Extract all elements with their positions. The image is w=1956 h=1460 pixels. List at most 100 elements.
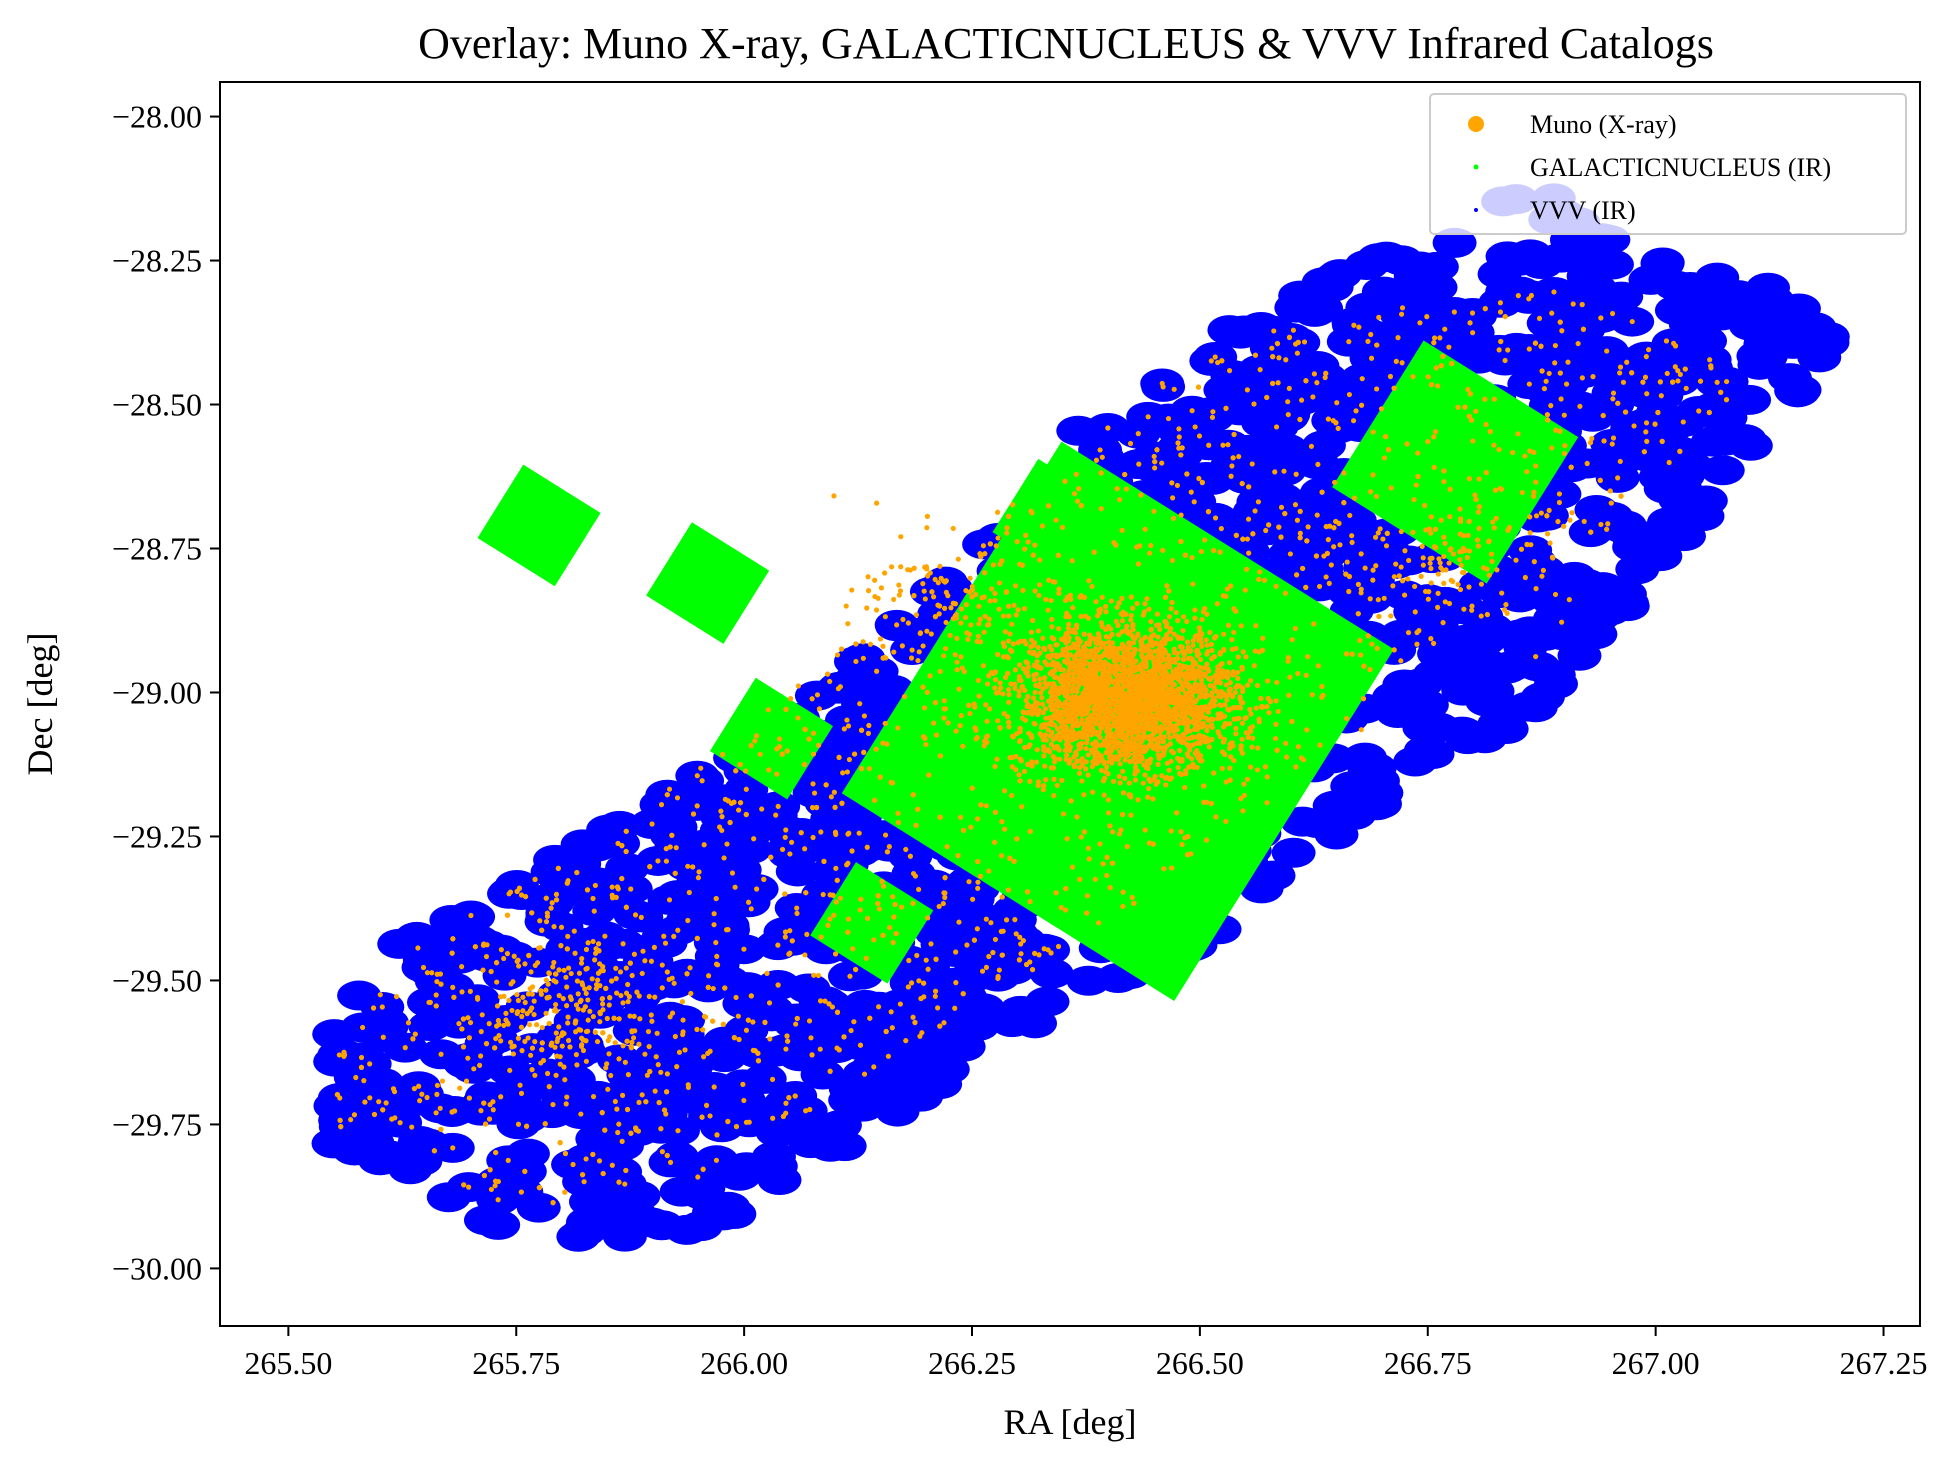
muno-point xyxy=(537,918,543,924)
muno-point xyxy=(1184,618,1190,625)
muno-point xyxy=(931,594,937,600)
muno-point xyxy=(561,1030,567,1037)
muno-point xyxy=(1175,764,1181,771)
muno-point xyxy=(1095,631,1101,637)
muno-point xyxy=(1148,619,1154,625)
muno-point xyxy=(1130,605,1136,611)
muno-point xyxy=(874,500,880,506)
muno-point xyxy=(992,685,998,691)
vvv-point xyxy=(516,1192,561,1223)
vvv-point xyxy=(1251,860,1296,891)
muno-point xyxy=(1319,683,1325,690)
muno-point xyxy=(1501,607,1508,613)
muno-point xyxy=(1180,627,1186,634)
muno-point xyxy=(1006,724,1012,730)
vvv-point xyxy=(1271,837,1316,868)
vvv-point xyxy=(332,1135,377,1166)
vvv-point xyxy=(1654,295,1699,326)
muno-point xyxy=(412,1031,418,1037)
muno-point xyxy=(1034,747,1040,753)
muno-point xyxy=(1153,664,1159,670)
muno-point xyxy=(1099,722,1105,728)
muno-point xyxy=(1235,675,1241,681)
muno-point xyxy=(1464,554,1470,561)
muno-point xyxy=(1149,699,1155,705)
vvv-point xyxy=(1372,682,1417,713)
muno-point xyxy=(1567,517,1573,523)
muno-point xyxy=(967,575,973,581)
muno-point xyxy=(945,593,951,599)
muno-point xyxy=(982,570,988,576)
muno-point xyxy=(1101,676,1107,682)
muno-point xyxy=(953,615,960,621)
muno-point xyxy=(1128,812,1134,818)
muno-point xyxy=(1533,463,1539,469)
muno-point xyxy=(1255,745,1261,751)
muno-point xyxy=(915,657,921,664)
vvv-point xyxy=(998,995,1043,1026)
muno-point xyxy=(1180,614,1187,620)
vvv-point xyxy=(788,1128,833,1159)
muno-point xyxy=(1405,629,1412,636)
muno-point xyxy=(1091,711,1097,717)
muno-point xyxy=(1139,637,1145,643)
muno-point xyxy=(1057,717,1063,724)
muno-point xyxy=(968,622,974,628)
muno-point xyxy=(1023,659,1029,665)
muno-point xyxy=(1189,734,1196,740)
vvv-point xyxy=(1638,541,1683,572)
muno-point xyxy=(935,602,941,608)
muno-point xyxy=(1231,705,1237,711)
muno-point xyxy=(1043,596,1049,603)
muno-point xyxy=(1180,733,1186,739)
muno-point xyxy=(1147,638,1153,644)
muno-point xyxy=(1064,718,1070,725)
muno-point xyxy=(1104,671,1110,677)
muno-point xyxy=(1006,638,1012,644)
muno-point xyxy=(1358,727,1364,733)
muno-point xyxy=(1236,715,1242,721)
muno-point xyxy=(937,563,943,569)
muno-point xyxy=(1136,692,1142,698)
muno-point xyxy=(1060,709,1066,715)
muno-point xyxy=(977,616,983,622)
muno-point xyxy=(1155,746,1161,752)
muno-point xyxy=(1142,601,1148,607)
muno-point xyxy=(1305,654,1311,660)
muno-point xyxy=(551,959,557,966)
muno-point xyxy=(1264,800,1270,806)
muno-point xyxy=(975,633,982,639)
muno-point xyxy=(1164,636,1170,642)
muno-point xyxy=(1063,640,1069,646)
muno-point xyxy=(1143,656,1149,662)
muno-point xyxy=(1047,670,1053,677)
muno-point xyxy=(1184,751,1190,757)
muno-point xyxy=(1150,742,1156,748)
muno-point xyxy=(1419,543,1425,549)
muno-point xyxy=(1074,622,1080,628)
muno-point xyxy=(1070,694,1076,700)
muno-point xyxy=(1069,629,1075,635)
muno-point xyxy=(1166,767,1172,773)
muno-point xyxy=(1149,679,1155,685)
muno-point xyxy=(1058,678,1064,685)
muno-point xyxy=(1217,680,1224,686)
plot-area xyxy=(311,183,1850,1252)
muno-point xyxy=(1080,694,1086,700)
muno-point xyxy=(974,638,980,644)
muno-point xyxy=(1226,659,1233,666)
muno-point xyxy=(1160,693,1166,700)
muno-point xyxy=(594,1038,601,1045)
muno-point xyxy=(958,606,965,612)
muno-point xyxy=(1084,687,1090,694)
muno-point xyxy=(1117,733,1123,740)
vvv-point xyxy=(394,921,439,952)
muno-point xyxy=(1114,756,1120,762)
muno-point xyxy=(592,1029,598,1035)
muno-point xyxy=(834,652,841,658)
muno-point xyxy=(1098,681,1104,687)
muno-point xyxy=(1059,777,1065,783)
muno-point xyxy=(1165,691,1171,697)
muno-point xyxy=(1323,574,1329,580)
muno-point xyxy=(1079,710,1085,716)
